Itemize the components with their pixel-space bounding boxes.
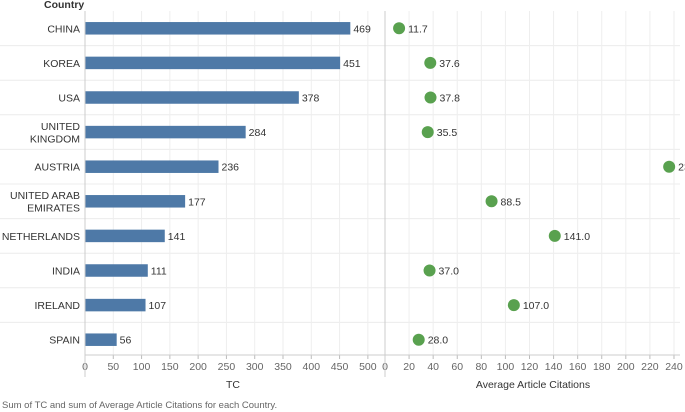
tc-value-label: 469 — [353, 23, 371, 35]
tc-bar — [85, 195, 186, 208]
tc-bar — [85, 22, 351, 35]
citations-point — [507, 299, 520, 312]
citations-tick-label: 160 — [569, 361, 587, 373]
citations-value-label: 236.0 — [678, 162, 685, 174]
tc-bar — [85, 91, 299, 104]
marks-layer: 469 451 378 284 236 177 141 111 107 56 11.7 37.6 37.… — [85, 22, 685, 347]
category-label: UNITED ARAB EMIRATES — [10, 190, 80, 215]
category-label: USA — [58, 93, 80, 105]
tc-tick-label: 300 — [246, 361, 264, 373]
tc-axis-title: TC — [226, 379, 240, 391]
citations-value-label: 141.0 — [564, 231, 590, 243]
tc-bar — [85, 125, 246, 139]
citations-point — [485, 195, 498, 208]
citations-value-label: 11.7 — [408, 23, 428, 35]
tc-tick-label: 50 — [107, 361, 119, 373]
citations-value-label: 37.0 — [439, 266, 460, 278]
tc-bar — [85, 160, 219, 173]
citations-tick-label: 220 — [641, 361, 659, 373]
citations-point — [424, 91, 437, 104]
category-label: UNITED KINGDOM — [30, 121, 81, 146]
tc-value-label: 451 — [343, 58, 361, 70]
citations-point — [548, 229, 561, 242]
citations-tick-label: 200 — [617, 361, 635, 373]
tc-tick-label: 350 — [274, 361, 292, 373]
tc-tick-label: 450 — [331, 361, 349, 373]
category-label: IRELAND — [34, 300, 80, 312]
citations-tick-label: 180 — [593, 361, 611, 373]
tc-value-label: 111 — [151, 266, 167, 278]
row-header-title: Country — [44, 0, 84, 11]
citations-tick-label: 40 — [427, 361, 439, 373]
category-label: NETHERLANDS — [2, 231, 80, 243]
tc-value-label: 56 — [120, 335, 132, 347]
citations-point — [423, 264, 436, 277]
tc-value-label: 177 — [188, 196, 206, 208]
citations-tick-label: 140 — [545, 361, 563, 373]
category-label: SPAIN — [49, 335, 80, 347]
category-label: KOREA — [43, 58, 80, 70]
category-label: CHINA — [47, 23, 80, 35]
rows-layer: CHINA KOREA USA UNITED KINGDOM AUSTRIA UNITED … — [2, 23, 81, 346]
citations-tick-label: 60 — [451, 361, 463, 373]
tc-tick-label: 100 — [133, 361, 151, 373]
chart-caption: Sum of TC and sum of Average Article Cit… — [2, 400, 277, 411]
tc-value-label: 284 — [249, 127, 267, 139]
category-label: AUSTRIA — [34, 162, 80, 174]
tc-value-label: 141 — [168, 231, 186, 243]
citations-value-label: 107.0 — [523, 300, 549, 312]
tc-tick-label: 150 — [161, 361, 179, 373]
citations-axis-title: Average Article Citations — [476, 379, 590, 391]
citations-tick-label: 240 — [665, 361, 683, 373]
tc-bar — [85, 56, 341, 70]
citations-tick-label: 120 — [521, 361, 539, 373]
citations-tick-label: 80 — [475, 361, 487, 373]
tc-tick-label: 200 — [189, 361, 207, 373]
tc-bar — [85, 264, 148, 277]
tc-bar — [85, 229, 165, 243]
category-label: INDIA — [52, 266, 80, 278]
citations-value-label: 37.6 — [439, 58, 460, 70]
citations-point — [663, 160, 676, 173]
tc-tick-label: 500 — [359, 361, 377, 373]
tc-bar — [85, 333, 117, 346]
citations-point — [393, 22, 406, 35]
citations-value-label: 88.5 — [501, 196, 522, 208]
citations-tick-label: 20 — [403, 361, 415, 373]
citations-value-label: 37.8 — [440, 93, 461, 105]
tc-value-label: 236 — [222, 162, 240, 174]
axes-layer: 0501001502002503003504004505000204060801… — [82, 11, 683, 377]
tc-tick-label: 250 — [218, 361, 236, 373]
citations-tick-label: 100 — [497, 361, 515, 373]
citations-value-label: 35.5 — [437, 127, 458, 139]
tc-bar — [85, 298, 146, 312]
citations-point — [421, 126, 434, 139]
citations-value-label: 28.0 — [428, 335, 449, 347]
citations-point — [412, 333, 425, 346]
citations-point — [424, 56, 437, 69]
tc-value-label: 378 — [302, 93, 320, 105]
tc-tick-label: 400 — [303, 361, 321, 373]
tc-value-label: 107 — [149, 300, 167, 312]
